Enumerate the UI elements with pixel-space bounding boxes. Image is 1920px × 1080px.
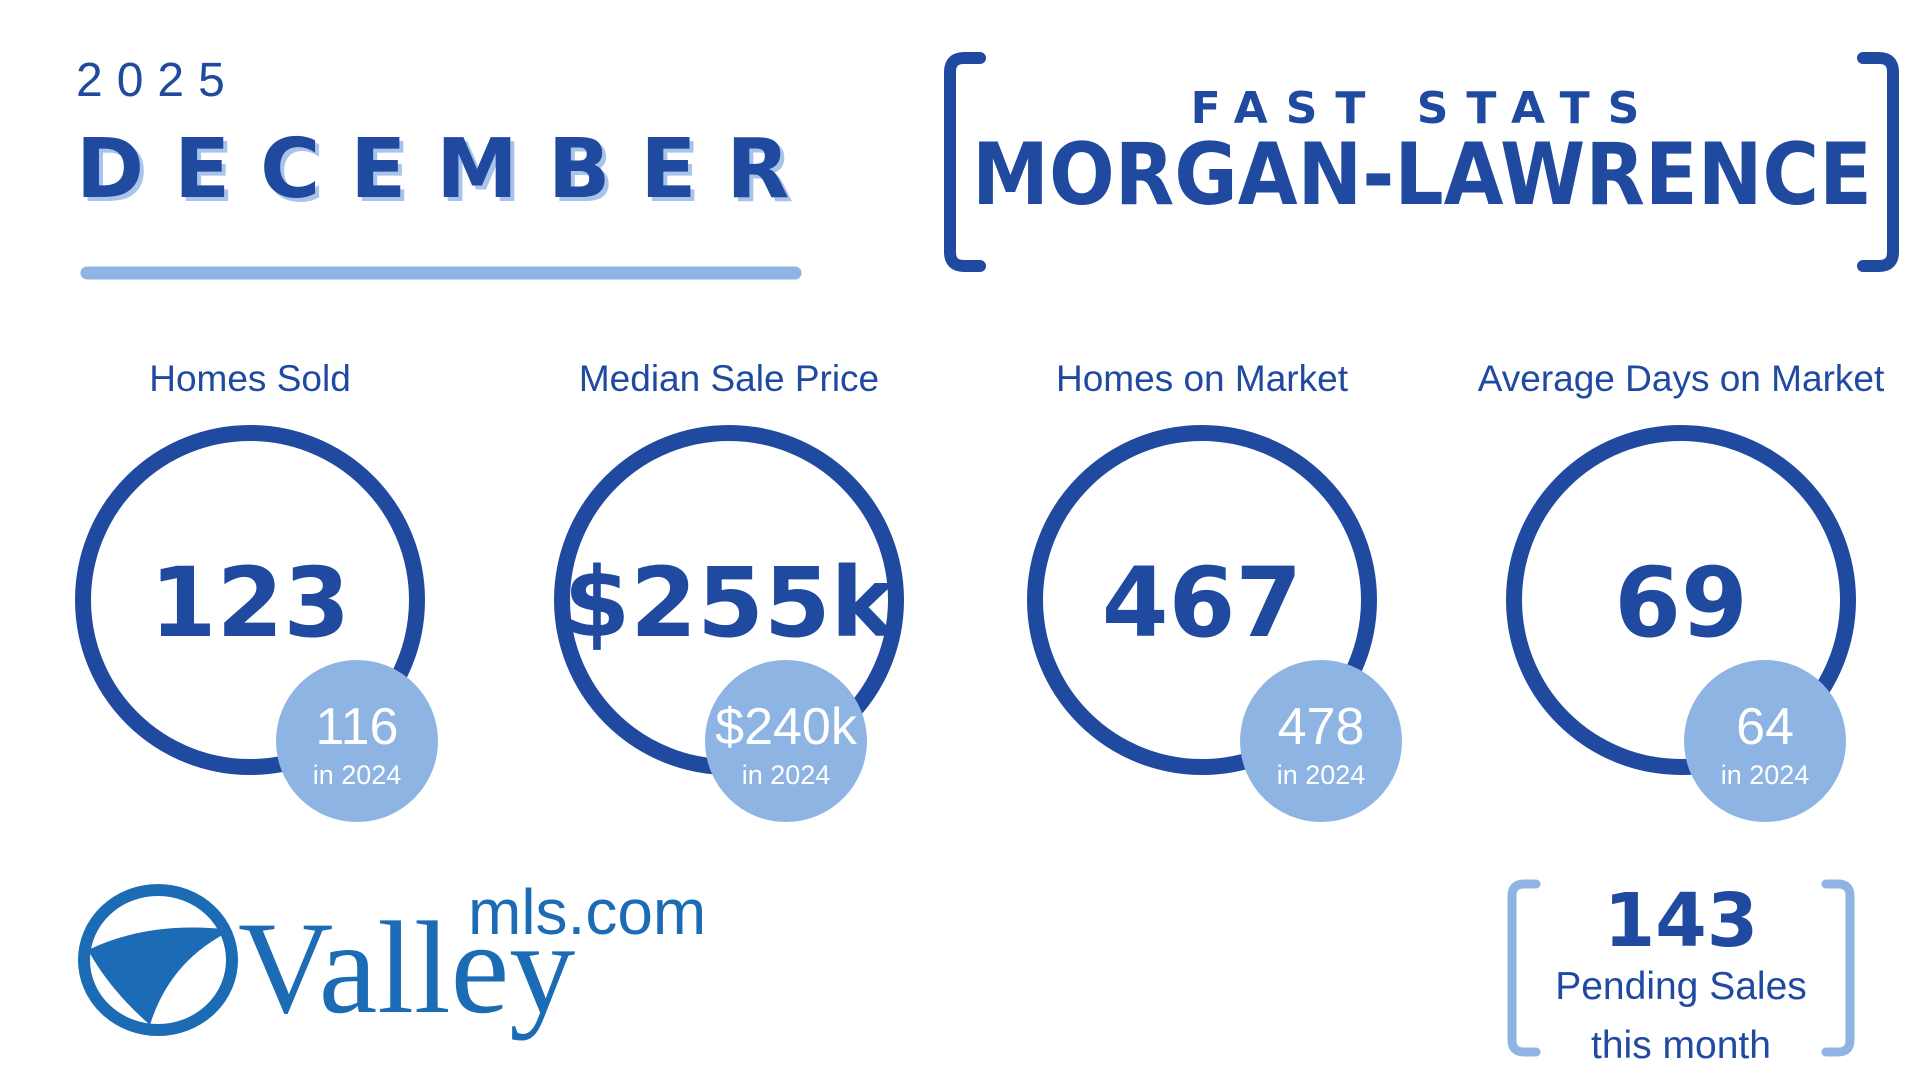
prior-label: in 2024	[313, 760, 402, 790]
stat-ring	[1506, 425, 1856, 775]
prior-bubble	[1240, 660, 1402, 822]
area-name: MORGAN-LAWRENCE	[972, 125, 1872, 225]
stat-label: Average Days on Market	[1478, 358, 1885, 399]
prior-value: 64	[1736, 698, 1794, 756]
prior-label: in 2024	[742, 760, 831, 790]
pending-label: Pending Sales	[1555, 965, 1807, 1008]
prior-label: in 2024	[1721, 760, 1810, 790]
pending-value: 143	[1604, 878, 1758, 964]
prior-value: $240k	[715, 698, 858, 756]
kicker: FAST STATS	[1191, 83, 1658, 134]
stats: Homes Sold 123 116 in 2024 Median Sale Price…	[75, 358, 1885, 822]
month: DECEMBER	[76, 122, 820, 217]
logo: Valley mls.com	[78, 876, 706, 1041]
stat-ring	[75, 425, 425, 775]
year: 2025	[76, 54, 239, 107]
stat-ring	[1027, 425, 1377, 775]
prior-value: 478	[1278, 698, 1365, 756]
pending-label: this month	[1591, 1024, 1771, 1067]
pending: 143 Pending Sales this month	[1507, 878, 1855, 1067]
stat-label: Homes on Market	[1056, 358, 1349, 399]
stat-value: 467	[1102, 547, 1302, 659]
prior-bubble	[276, 660, 438, 822]
stat-value: 123	[150, 547, 350, 659]
pending-bracket-right	[1821, 879, 1855, 1057]
bracket-left	[944, 52, 986, 272]
logo-swoosh	[88, 927, 232, 1025]
prior-bubble	[705, 660, 867, 822]
logo-suffix: mls.com	[468, 876, 706, 948]
prior-bubble	[1684, 660, 1846, 822]
stat-value: 69	[1614, 547, 1748, 659]
logo-ring	[78, 884, 238, 1036]
month-shadow: DECEMBER	[80, 126, 824, 221]
prior-value: 116	[316, 698, 399, 756]
logo-name: Valley	[238, 894, 575, 1041]
bracket-right	[1857, 52, 1899, 272]
stat-label: Homes Sold	[149, 358, 351, 399]
prior-label: in 2024	[1277, 760, 1366, 790]
stat-label: Median Sale Price	[579, 358, 879, 399]
stat-value: $255k	[563, 547, 896, 659]
pending-bracket-left	[1507, 879, 1541, 1057]
